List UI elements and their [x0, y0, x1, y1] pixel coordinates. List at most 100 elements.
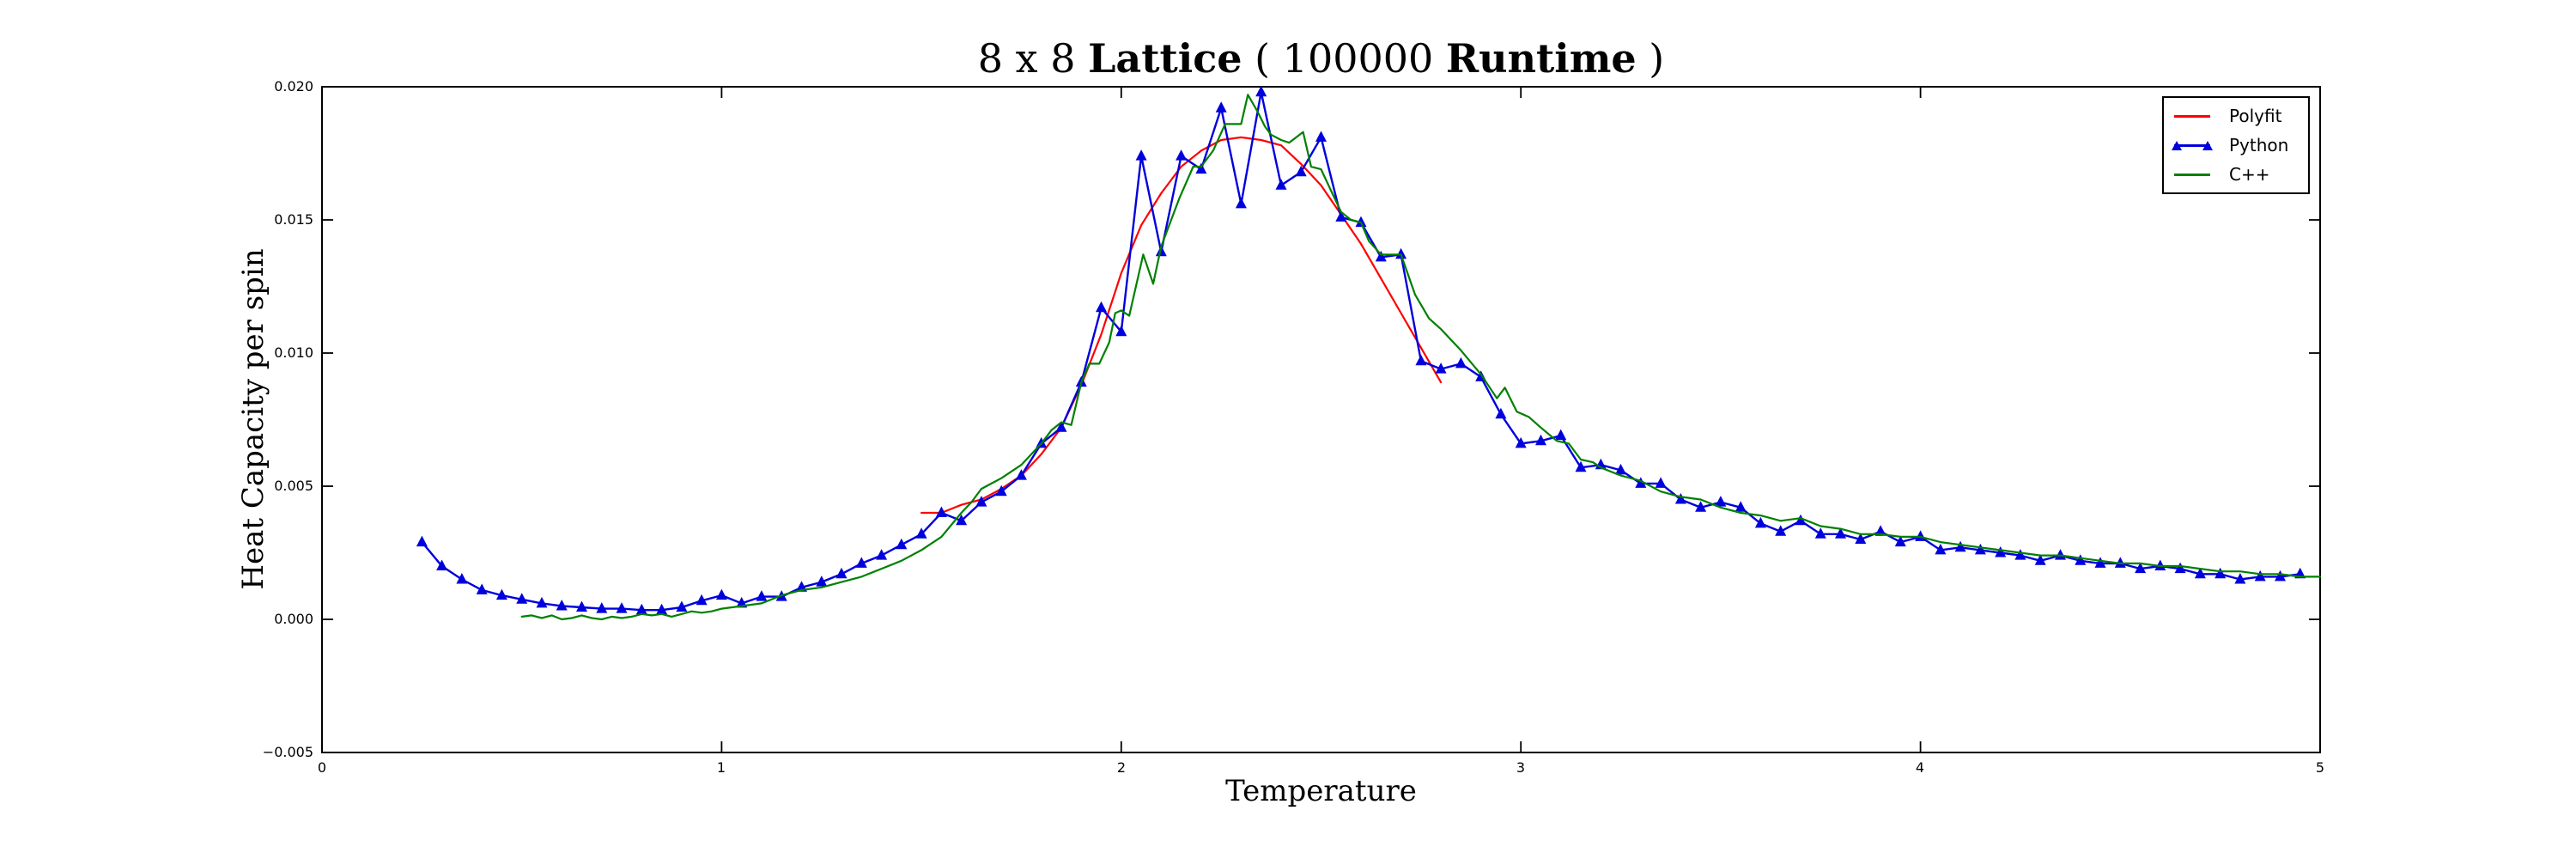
- python-marker-icon: [1375, 250, 1387, 262]
- python-marker-icon: [616, 602, 628, 613]
- series-polyfit-line: [920, 136, 1443, 515]
- cpp-line-swatch: [2174, 173, 2210, 176]
- python-marker-icon: [1715, 496, 1727, 507]
- python-marker-icon: [715, 588, 727, 600]
- python-marker-icon: [1395, 247, 1407, 259]
- python-line-swatch: [2172, 140, 2213, 150]
- python-marker-icon: [476, 583, 488, 594]
- python-marker-icon: [935, 506, 947, 517]
- python-marker-icon: [576, 600, 587, 612]
- x-tick-label: 0: [317, 759, 327, 776]
- title-part: Lattice: [1088, 35, 1242, 82]
- python-marker-icon: [995, 484, 1007, 497]
- python-marker-icon: [1775, 525, 1787, 536]
- python-marker-icon: [1235, 197, 1247, 209]
- python-marker-icon: [2135, 562, 2147, 574]
- x-axis-label: Temperature: [1225, 774, 1417, 808]
- python-marker-icon: [1695, 501, 1707, 512]
- python-marker-icon: [456, 573, 468, 584]
- python-marker-icon: [656, 603, 668, 615]
- python-marker-icon: [2014, 549, 2026, 560]
- legend-label: Python: [2229, 135, 2289, 155]
- series-python-line: [421, 90, 2301, 612]
- python-marker-icon: [2174, 562, 2186, 574]
- python-marker-icon: [2254, 570, 2266, 582]
- python-marker-icon: [1915, 530, 1927, 541]
- legend-item-cpp: C++: [2164, 160, 2308, 189]
- x-tick-label: 2: [1116, 759, 1127, 776]
- polyfit-line-swatch: [2174, 114, 2210, 118]
- python-marker-icon: [1055, 421, 1067, 432]
- y-tick-label: 0.000: [274, 611, 313, 627]
- python-marker-icon: [495, 588, 507, 600]
- python-marker-icon: [1674, 493, 1686, 504]
- python-marker-icon: [956, 514, 968, 526]
- y-tick-label: 0.005: [274, 478, 313, 494]
- python-marker-icon: [556, 600, 568, 611]
- python-marker-icon: [1015, 469, 1027, 480]
- y-tick-label: 0.010: [274, 344, 313, 361]
- x-tick-label: 5: [2315, 759, 2325, 776]
- python-marker-icon: [2114, 557, 2126, 568]
- python-marker-icon: [1995, 546, 2007, 557]
- python-marker-icon: [1215, 101, 1227, 113]
- title-part: 8 x 8: [977, 35, 1089, 82]
- y-axis-label: Heat Capacity per spin: [236, 248, 270, 590]
- python-marker-icon: [1795, 514, 1807, 526]
- python-marker-icon: [1335, 210, 1347, 222]
- python-marker-icon: [1355, 216, 1367, 228]
- python-marker-icon: [696, 594, 708, 606]
- python-marker-icon: [1096, 301, 1107, 313]
- python-marker-icon: [676, 600, 688, 612]
- python-marker-icon: [1814, 527, 1826, 539]
- python-marker-icon: [1754, 516, 1766, 528]
- axes-spines: [321, 86, 2321, 753]
- python-marker-icon: [516, 593, 528, 604]
- y-tick-label: 0.015: [274, 211, 313, 228]
- python-marker-icon: [1894, 535, 1906, 547]
- python-marker-icon: [1615, 463, 1626, 475]
- python-marker-icon: [1455, 356, 1467, 369]
- python-marker-icon: [2234, 573, 2246, 584]
- y-tick-label: −0.005: [262, 744, 313, 760]
- python-marker-icon: [1655, 477, 1667, 488]
- python-marker-icon: [1295, 165, 1307, 177]
- python-marker-icon: [635, 603, 647, 615]
- python-marker-icon: [1954, 540, 1966, 552]
- python-marker-icon: [2194, 567, 2206, 579]
- python-marker-icon: [2154, 559, 2166, 570]
- python-marker-icon: [2075, 554, 2087, 565]
- python-marker-icon: [2275, 570, 2286, 582]
- python-marker-icon: [1255, 85, 1267, 97]
- python-marker-icon: [1835, 527, 1846, 539]
- python-marker-icon: [1515, 436, 1527, 448]
- legend-item-polyfit: Polyfit: [2164, 101, 2308, 131]
- python-marker-icon: [1176, 149, 1188, 161]
- python-marker-icon: [596, 602, 608, 613]
- python-marker-icon: [1535, 434, 1546, 446]
- x-tick-label: 1: [716, 759, 726, 776]
- python-marker-icon: [1135, 149, 1147, 161]
- python-marker-icon: [1855, 533, 1867, 544]
- series-c-line: [520, 94, 2322, 621]
- python-marker-icon: [1495, 407, 1507, 419]
- legend-label: Polyfit: [2229, 106, 2282, 126]
- legend-label: C++: [2229, 164, 2270, 185]
- title-part: ( 100000: [1242, 35, 1446, 82]
- python-marker-icon: [1735, 501, 1747, 512]
- python-marker-icon: [835, 567, 848, 579]
- python-marker-icon: [1115, 325, 1127, 337]
- python-marker-icon: [756, 590, 768, 601]
- python-marker-icon: [1555, 429, 1567, 441]
- python-marker-icon: [1275, 179, 1287, 190]
- python-marker-icon: [1575, 460, 1587, 472]
- python-marker-icon: [1315, 131, 1327, 142]
- python-marker-icon: [1635, 477, 1647, 488]
- python-marker-icon: [1435, 362, 1447, 374]
- python-marker-icon: [2215, 567, 2227, 579]
- python-marker-icon: [536, 596, 548, 608]
- python-marker-icon: [1195, 162, 1207, 174]
- python-marker-icon: [2034, 554, 2046, 565]
